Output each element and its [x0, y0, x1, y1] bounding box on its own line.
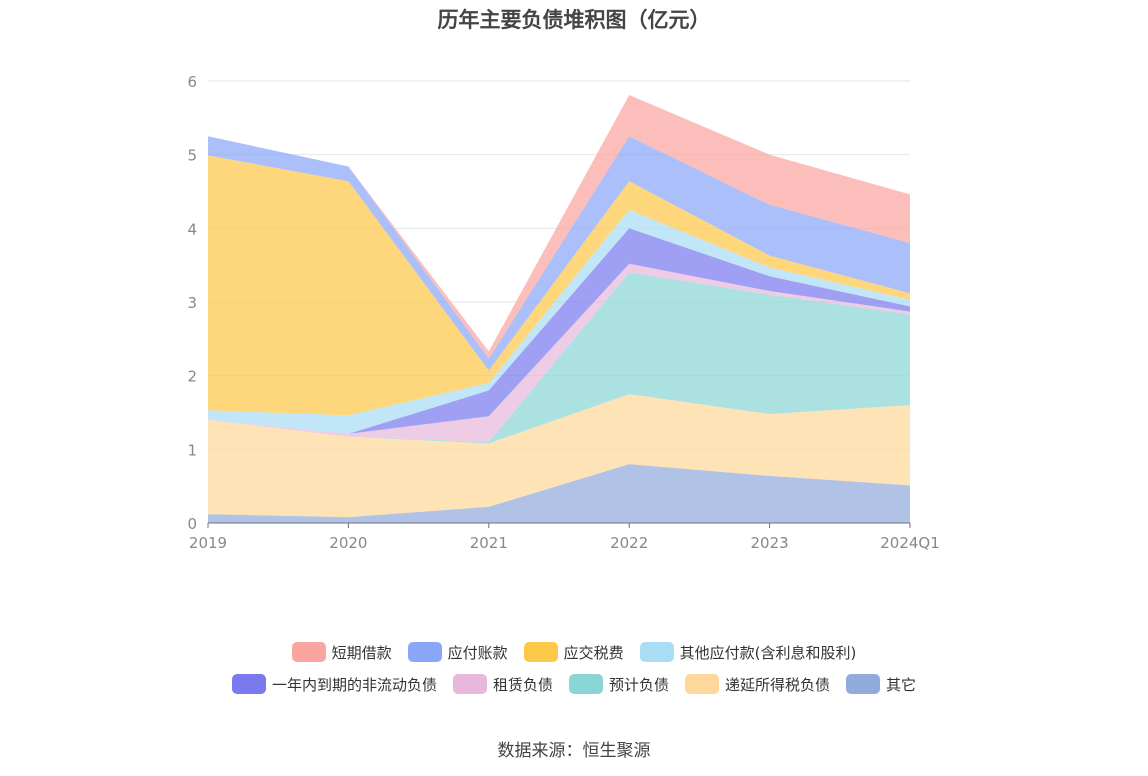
x-tick-label: 2019 — [189, 534, 227, 552]
legend-item[interactable]: 租赁负债 — [452, 674, 553, 695]
legend-label: 预计负债 — [608, 675, 669, 694]
legend-item[interactable]: 预计负债 — [568, 674, 669, 695]
area-series-其它 — [208, 464, 910, 523]
y-tick-label: 5 — [187, 147, 197, 165]
x-tick-label: 2022 — [610, 534, 648, 552]
chart-title: 历年主要负债堆积图（亿元） — [437, 8, 711, 32]
x-tick-label: 2021 — [470, 534, 508, 552]
area-series-一年内到期的非流动负债 — [208, 228, 910, 434]
legend-item[interactable]: 递延所得税负债 — [685, 674, 830, 695]
legend-label: 应交税费 — [563, 643, 624, 662]
x-tick-label: 2020 — [329, 534, 367, 552]
legend-label: 递延所得税负债 — [725, 675, 831, 694]
legend-label: 租赁负债 — [492, 675, 553, 694]
area-series-短期借款 — [208, 95, 910, 359]
area-series-应付账款 — [208, 136, 910, 371]
area-series — [208, 95, 910, 523]
legend-swatch — [291, 642, 326, 662]
legend-swatch — [231, 674, 266, 694]
source-note: 数据来源：恒生聚源 — [497, 741, 651, 761]
x-tick-label: 2024Q1 — [880, 534, 940, 552]
y-tick-label: 0 — [187, 515, 197, 533]
legend-label: 其它 — [886, 675, 917, 694]
legend-label: 一年内到期的非流动负债 — [271, 675, 437, 694]
legend-item[interactable]: 一年内到期的非流动负债 — [231, 674, 437, 695]
legend-label: 短期借款 — [331, 643, 392, 662]
area-series-租赁负债 — [208, 263, 910, 442]
y-tick-label: 3 — [187, 294, 197, 312]
legend-swatch — [452, 674, 487, 694]
legend-item[interactable]: 其它 — [846, 674, 916, 695]
area-series-应交税费 — [208, 155, 910, 416]
area-series-预计负债 — [208, 272, 910, 444]
y-tick-label: 6 — [187, 73, 197, 91]
legend-item[interactable]: 应交税费 — [523, 642, 624, 663]
legend-item[interactable]: 短期借款 — [291, 642, 392, 663]
legend-item[interactable]: 应付账款 — [407, 642, 508, 663]
y-tick-label: 4 — [187, 220, 197, 238]
legend-swatch — [523, 642, 558, 662]
legend-item[interactable]: 其他应付款(含利息和股利) — [639, 642, 857, 663]
legend-row-2: 一年内到期的非流动负债 租赁负债 预计负债 递延所得税负债 其它 — [0, 668, 1148, 700]
legend-swatch — [407, 642, 442, 662]
legend-swatch — [846, 674, 881, 694]
x-tick-label: 2023 — [751, 534, 789, 552]
legend-label: 其他应付款(含利息和股利) — [679, 643, 857, 662]
legend-row-1: 短期借款 应付账款 应交税费 其他应付款(含利息和股利) — [0, 636, 1148, 668]
legend-label: 应付账款 — [447, 643, 508, 662]
axes: 0 1 2 3 4 5 6 2019 2020 2021 2022 2023 2024Q1 — [187, 73, 939, 552]
legend-swatch — [639, 642, 674, 662]
legend: 短期借款 应付账款 应交税费 其他应付款(含利息和股利) 一年内到期的非流动负债 租赁负… — [0, 636, 1148, 700]
stacked-area-chart: 0 1 2 3 4 5 6 2019 2020 2021 2022 2023 2024Q1 — [187, 73, 939, 552]
y-tick-label: 1 — [187, 441, 197, 459]
legend-swatch — [568, 674, 603, 694]
legend-swatch — [685, 674, 719, 694]
y-tick-label: 2 — [187, 368, 197, 386]
area-series-递延所得税负债 — [208, 394, 910, 518]
